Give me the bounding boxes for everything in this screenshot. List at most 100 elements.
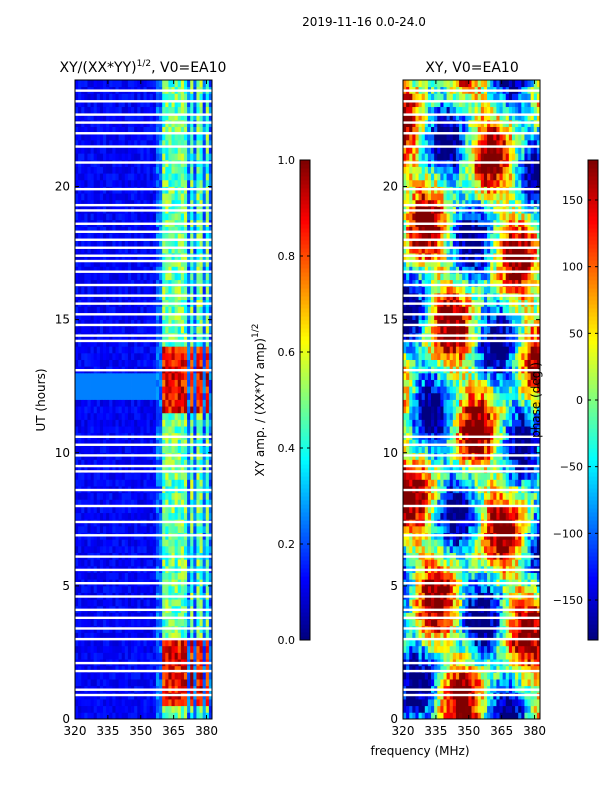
heat-cell	[121, 352, 126, 360]
heat-cell	[131, 166, 135, 174]
heat-cell	[412, 665, 416, 673]
heat-cell	[490, 672, 494, 680]
colorbar-step	[300, 508, 310, 513]
heat-cell	[196, 639, 200, 647]
heat-cell	[124, 239, 129, 247]
heat-cell	[459, 699, 463, 707]
colorbar-step	[300, 340, 310, 345]
heat-cell	[518, 699, 522, 707]
heat-cell	[174, 572, 179, 580]
heat-cell	[205, 259, 210, 267]
colorbar-step	[300, 428, 310, 433]
heat-cell	[524, 645, 528, 653]
heat-cell	[109, 193, 113, 201]
heat-cell	[103, 399, 107, 407]
heat-cell	[199, 525, 204, 534]
heat-cell	[96, 712, 101, 720]
heat-cell	[190, 273, 194, 281]
heat-cell	[193, 106, 197, 114]
blank-row	[75, 693, 212, 697]
heat-cell	[471, 712, 476, 720]
heat-cell	[443, 705, 447, 713]
heat-cell	[155, 585, 160, 593]
heat-cell	[134, 173, 138, 181]
heat-cell	[468, 665, 472, 673]
heat-cell	[205, 459, 210, 467]
heat-cell	[87, 166, 91, 174]
heat-cell	[427, 679, 432, 687]
heat-cell	[81, 352, 85, 360]
heat-cell	[134, 326, 138, 334]
heat-cell	[202, 246, 207, 254]
heat-cell	[193, 113, 197, 121]
blank-row	[75, 222, 212, 225]
heat-cell	[165, 426, 169, 434]
heat-cell	[152, 106, 157, 114]
heat-cell	[109, 99, 113, 108]
heat-cell	[190, 106, 194, 114]
heat-cell	[81, 525, 85, 534]
heat-cell	[96, 645, 101, 653]
heat-cell	[93, 412, 98, 420]
heat-cell	[193, 93, 197, 101]
heat-cell	[202, 665, 207, 673]
heat-cell	[202, 113, 207, 121]
heat-cell	[87, 139, 91, 147]
heat-cell	[90, 80, 95, 88]
colorbar-step	[300, 344, 310, 349]
heat-cell	[103, 499, 107, 507]
heat-cell	[78, 199, 82, 207]
heat-cell	[106, 239, 110, 247]
heat-cell	[137, 645, 141, 653]
heat-cell	[109, 326, 113, 334]
heat-cell	[149, 712, 154, 720]
heat-cell	[75, 246, 79, 254]
heat-cell	[171, 386, 176, 394]
heat-cell	[202, 446, 207, 454]
heat-cell	[165, 273, 169, 281]
heat-cell	[93, 392, 98, 400]
heat-cell	[152, 612, 157, 620]
heat-cell	[90, 312, 95, 321]
heat-cell	[146, 279, 151, 287]
heat-cell	[190, 306, 194, 314]
heat-cell	[440, 652, 444, 660]
heat-cell	[99, 466, 104, 474]
heat-cell	[115, 179, 119, 187]
heat-cell	[446, 672, 451, 680]
heat-cell	[515, 639, 519, 647]
heat-cell	[155, 286, 160, 294]
heat-cell	[162, 352, 166, 360]
heat-cell	[112, 479, 116, 487]
heat-cell	[208, 412, 213, 420]
heat-cell	[165, 585, 169, 593]
heat-cell	[78, 139, 82, 147]
heat-cell	[177, 645, 182, 653]
heat-cell	[127, 466, 132, 474]
heat-cell	[183, 525, 188, 534]
heat-cell	[190, 126, 194, 134]
heat-cell	[115, 499, 119, 507]
heat-cell	[112, 652, 116, 660]
heat-cell	[177, 246, 182, 254]
heat-cell	[99, 99, 104, 108]
heat-cell	[87, 392, 91, 400]
heat-cell	[149, 359, 154, 367]
heat-cell	[137, 166, 141, 174]
heat-cell	[112, 679, 116, 687]
heat-cell	[418, 665, 423, 673]
heat-cell	[187, 372, 191, 380]
heat-cell	[118, 525, 123, 534]
heat-cell	[515, 665, 519, 673]
heat-cell	[75, 399, 79, 407]
heat-cell	[487, 705, 491, 713]
heat-cell	[193, 126, 197, 134]
heat-cell	[109, 246, 113, 254]
colorbar-step	[300, 616, 310, 621]
heat-cell	[106, 93, 110, 101]
heat-cell	[180, 459, 185, 467]
heat-cell	[146, 259, 151, 267]
heat-cell	[431, 712, 435, 720]
heat-cell	[202, 359, 207, 367]
